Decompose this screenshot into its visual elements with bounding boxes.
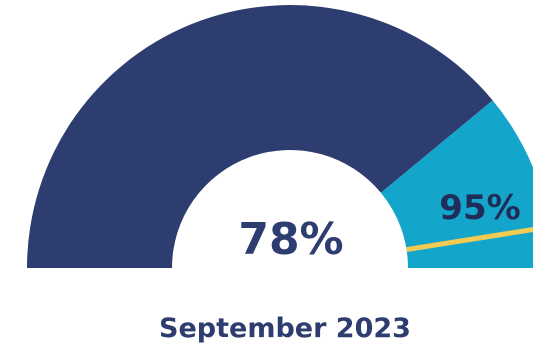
gauge-target-label: 95% xyxy=(439,188,520,228)
gauge-value-arc xyxy=(27,4,493,268)
chart-caption: September 2023 xyxy=(159,313,411,344)
gauge-value-label: 78% xyxy=(238,214,343,265)
gauge-target-marker xyxy=(406,226,533,253)
gauge-remainder-arc xyxy=(380,100,533,268)
